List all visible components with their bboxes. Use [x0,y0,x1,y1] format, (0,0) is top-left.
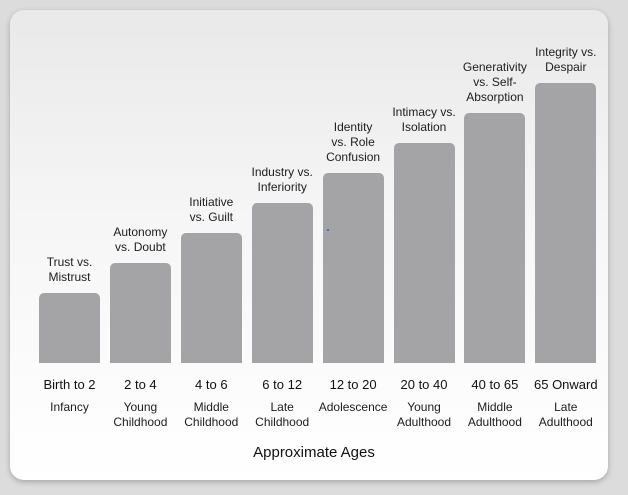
period-label-2: Young Childhood [113,400,168,429]
stage-label-5: Identity vs. Role Confusion [326,120,381,164]
stage-bar-1 [39,293,100,363]
stage-label-4: Industry vs. Inferiority [251,165,313,194]
stage-label-2: Autonomy vs. Doubt [113,225,168,254]
age-label-5: 12 to 20 [329,377,377,392]
age-label-3: 4 to 6 [195,377,228,392]
stage-bar-5 [322,173,384,363]
stage-bar-8 [535,83,597,363]
stage-label-1: Trust vs. Mistrust [46,255,93,284]
age-label-4: 6 to 12 [262,377,303,392]
stage-bar-4 [251,203,313,363]
stage-label-3: Initiative vs. Guilt [189,195,234,224]
stage-bar-7 [464,113,526,363]
period-label-1: Infancy [50,400,89,414]
age-label-2: 2 to 4 [124,377,157,392]
period-label-4: Late Childhood [255,400,310,429]
stage-bar-2 [109,263,171,363]
age-label-1: Birth to 2 [43,377,96,392]
age-label-8: 65 Onward [534,377,598,392]
stage-label-8: Integrity vs. Despair [535,45,597,74]
x-axis-title: Approximate Ages [253,444,375,461]
stage-bar-3 [180,233,242,363]
stage-label-7: Generativity vs. Self- Absorption [462,60,527,104]
period-label-7: Middle Adulthood [467,400,522,429]
period-label-5: Adolescence [318,400,388,414]
age-label-7: 40 to 65 [471,377,519,392]
period-label-3: Middle Childhood [184,400,239,429]
age-label-6: 20 to 40 [400,377,448,392]
period-label-6: Young Adulthood [396,400,452,429]
stage-bar-6 [393,143,455,363]
period-label-8: Late Adulthood [538,400,593,429]
stray-dot [327,229,329,231]
stage-label-6: Intimacy vs. Isolation [392,105,456,134]
